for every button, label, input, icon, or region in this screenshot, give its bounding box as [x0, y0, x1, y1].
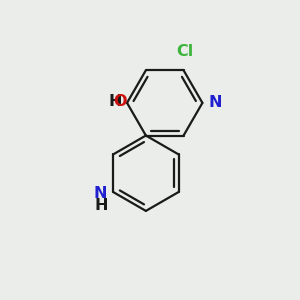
Text: O: O — [113, 94, 126, 109]
Text: H: H — [94, 198, 108, 213]
Text: N: N — [209, 95, 222, 110]
Text: H: H — [108, 94, 122, 109]
Text: Cl: Cl — [176, 44, 194, 59]
Text: N: N — [93, 186, 107, 201]
